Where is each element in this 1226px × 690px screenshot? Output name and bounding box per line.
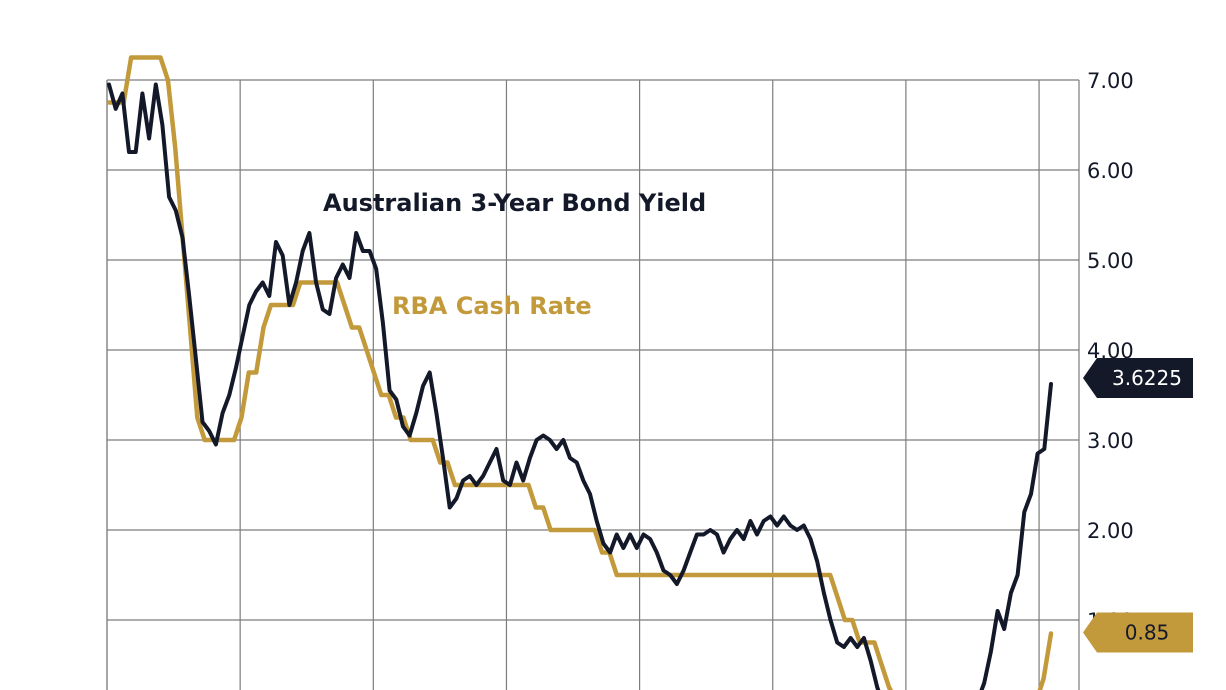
series-label-bond-yield: Australian 3-Year Bond Yield [323,189,706,217]
last-value-badges: 3.6225 0.85 [1083,357,1193,653]
last-value-badge-bond-yield [1083,357,1193,398]
last-value-badge-cash-rate [1083,612,1193,653]
series-label-cash-rate: RBA Cash Rate [392,292,592,320]
y-tick-label: 7.00 [1087,69,1134,93]
series-line-cash-rate [106,55,1054,690]
series-lines [106,55,1054,690]
last-value-text-bond-yield: 3.6225 [1112,366,1182,390]
y-tick-label: 3.00 [1087,429,1134,453]
y-tick-label: 2.00 [1087,519,1134,543]
grid [106,79,1080,690]
last-value-text-cash-rate: 0.85 [1125,621,1170,645]
series-line-bond-yield [107,82,1053,690]
y-tick-label: 5.00 [1087,249,1134,273]
y-axis: 7.006.005.004.003.002.001.00 [1087,69,1134,633]
y-tick-label: 6.00 [1087,159,1134,183]
